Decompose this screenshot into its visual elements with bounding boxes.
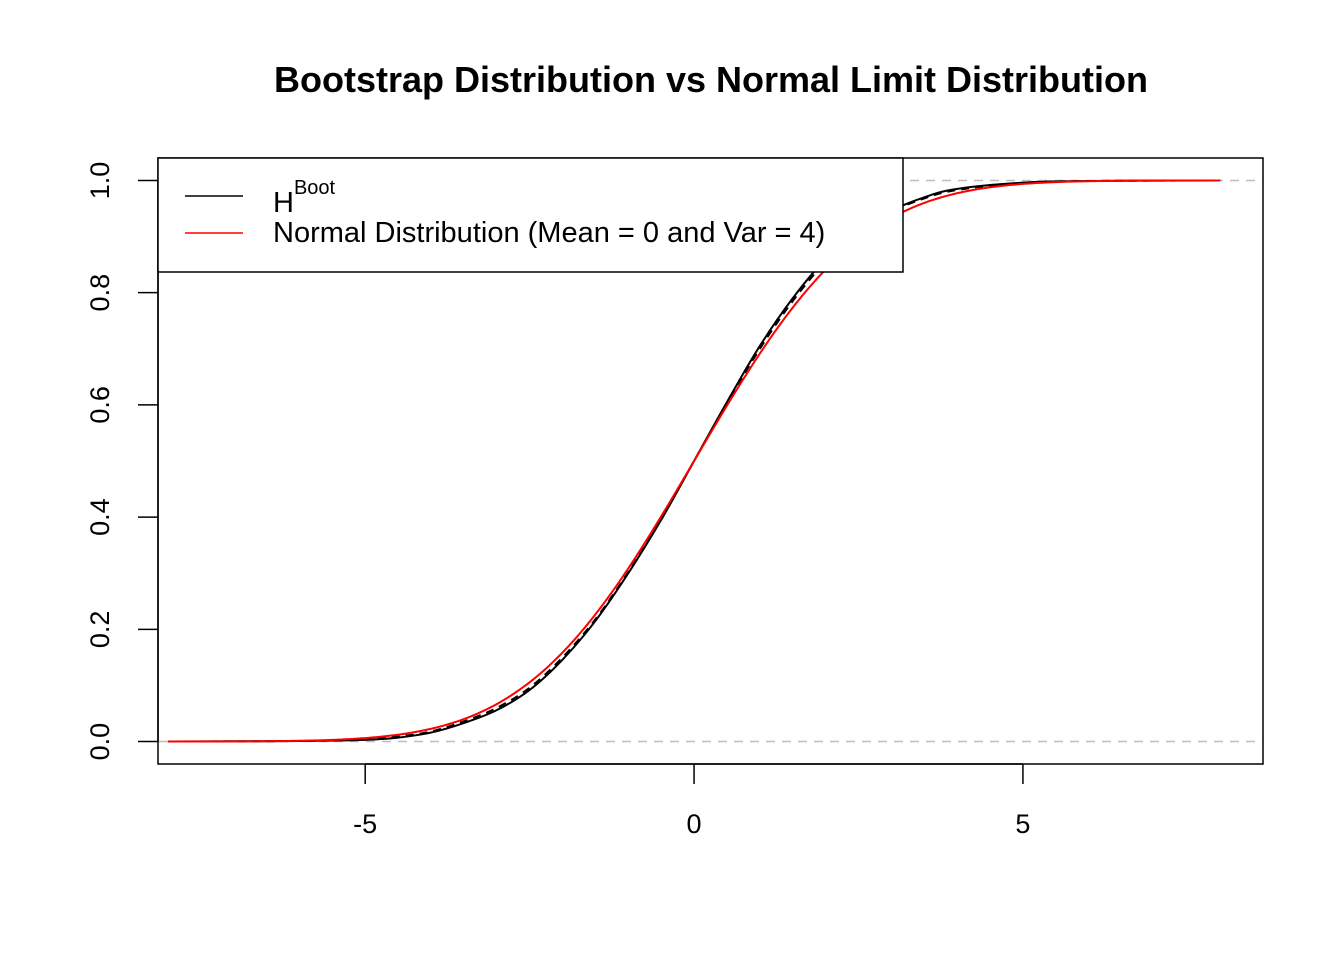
series-line-1 (167, 179, 1221, 743)
legend: HBoot Normal Distribution (Mean = 0 and … (157, 157, 904, 273)
y-tick-label-5: 1.0 (85, 162, 115, 200)
legend-box (157, 157, 904, 273)
x-tick-label-1: 0 (687, 809, 702, 839)
chart-title: Bootstrap Distribution vs Normal Limit D… (274, 59, 1148, 100)
series-line-2 (167, 179, 1221, 743)
x-tick-label-2: 5 (1015, 809, 1030, 839)
legend-label-hboot-main: H (273, 187, 294, 219)
x-axis: -5 0 5 (353, 763, 1030, 839)
y-tick-label-3: 0.6 (85, 386, 115, 424)
y-tick-label-4: 0.8 (85, 274, 115, 312)
series-layer (167, 179, 1221, 743)
y-tick-label-1: 0.2 (85, 611, 115, 649)
y-tick-label-2: 0.4 (85, 498, 115, 536)
legend-label-hboot-sup: Boot (294, 177, 336, 199)
x-tick-label-0: -5 (353, 809, 377, 839)
y-axis: 0.0 0.2 0.4 0.6 0.8 1.0 (85, 162, 159, 761)
legend-label-normal: Normal Distribution (Mean = 0 and Var = … (273, 217, 825, 249)
y-tick-label-0: 0.0 (85, 723, 115, 761)
legend-label-hboot: HBoot (273, 177, 336, 219)
